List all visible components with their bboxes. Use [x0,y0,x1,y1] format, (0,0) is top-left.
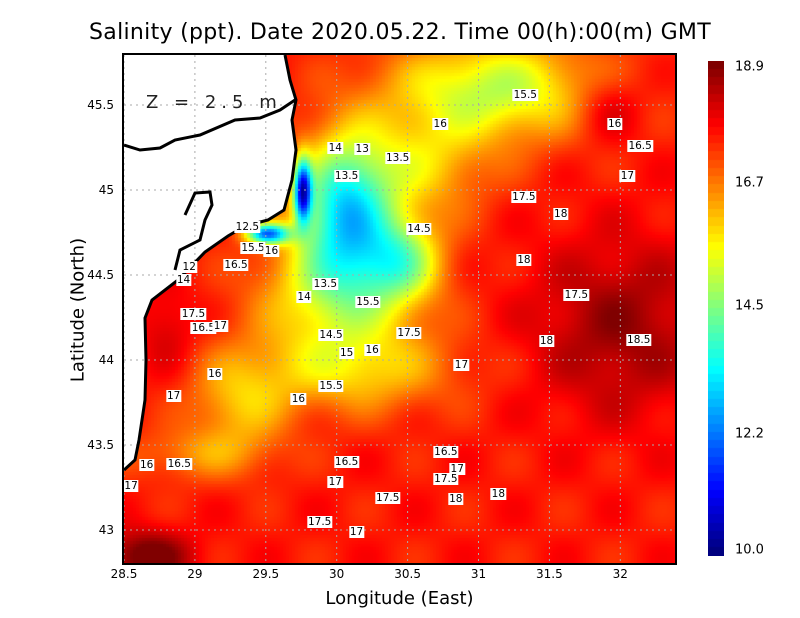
contour-label: 17 [453,359,470,372]
y-tick-label: 45 [98,183,114,197]
colorbar [708,61,724,556]
contour-label: 15.5 [355,296,381,309]
x-tick-label: 28.5 [110,567,138,581]
x-tick-label: 31 [470,567,487,581]
map-overlay [124,55,675,563]
contour-label: 17 [348,525,365,538]
figure-title: Salinity (ppt). Date 2020.05.22. Time 00… [89,20,711,45]
coastline [124,55,298,472]
contour-label: 13 [354,143,370,156]
contour-label: 16.5 [433,445,459,458]
contour-label: 16.5 [223,258,249,271]
contour-label: 16 [207,367,223,380]
contour-label: 16 [364,343,380,356]
x-axis-label: Longitude (East) [325,588,474,609]
contour-label: 17.5 [511,190,537,203]
x-tick-label: 32 [612,567,628,581]
y-tick-label: 43.5 [87,438,114,452]
contour-label: 16.5 [333,456,360,468]
contour-label: 18 [553,207,569,220]
lagoon-outline [173,190,214,271]
x-tick-label: 30 [329,567,345,581]
colorbar-tick-label: 10.0 [735,542,764,558]
x-tick-label: 31.5 [536,567,563,581]
contour-label: 17 [449,462,465,475]
contour-label: 18.5 [626,333,652,346]
depth-label: Z = 2.5 m [146,92,282,113]
contour-label: 16.5 [166,457,192,470]
x-tick-label: 29.5 [252,567,280,581]
contour-label: 17 [619,170,636,183]
contour-label: 13.5 [333,170,360,183]
contour-label: 17.5 [306,515,333,528]
colorbar-tick-label: 18.9 [735,59,764,75]
contour-label: 16 [290,393,307,406]
contour-label: 14.5 [406,223,432,236]
contour-label: 15.5 [240,241,266,254]
y-axis-label: Latitude (North) [67,237,89,383]
colorbar-tick-label: 12.2 [735,426,764,442]
contour-label: 14 [327,141,343,154]
contour-label: 15.5 [318,379,344,392]
contour-label: 17.5 [563,289,590,302]
salinity-field [124,55,675,563]
contour-label: 18 [538,335,555,348]
contour-label: 18 [490,488,507,501]
contour-label: 16.5 [190,321,217,334]
contour-label: 16 [606,117,623,130]
contour-label: 16 [432,117,448,130]
colorbar-tick-label: 14.5 [735,298,764,314]
contour-label: 14 [175,274,192,287]
contour-label: 12.5 [234,221,261,234]
contour-label: 17.5 [396,326,422,339]
contour-label: 13.5 [312,277,339,290]
y-tick-label: 43 [98,523,114,537]
y-tick-label: 45.5 [87,98,114,112]
x-tick-label: 30.5 [394,567,421,581]
y-tick-label: 44 [98,353,114,367]
contour-label: 18 [448,493,464,506]
contour-label: 17.5 [433,473,459,485]
contour-label: 17 [123,479,139,492]
contour-label: 16 [263,245,280,258]
colorbar-tick-label: 16.7 [735,175,764,191]
contour-label: 15 [338,347,355,360]
contour-label: 16 [139,459,155,472]
contour-label: 14.5 [318,328,344,341]
x-tick-label: 29 [187,567,203,581]
contour-label: 17 [165,389,182,402]
contour-label: 17 [327,476,343,489]
contour-label: 12 [181,260,197,273]
contour-label: 15.5 [512,88,538,101]
contour-label: 17 [212,320,229,332]
contour-label: 17.5 [375,491,401,504]
contour-label: 18 [516,253,532,266]
y-tick-label: 44.5 [87,268,114,282]
contour-label: 17.5 [180,308,207,321]
map-plot-area: 15.5 16 16 16.5 17 14 13 13.5 13.5 17.5 18 14.5 12.5… [123,55,675,563]
contour-label: 13.5 [384,151,411,164]
contour-label: 16.5 [627,139,653,152]
contour-label: 14 [296,291,312,304]
border-line [124,98,296,152]
